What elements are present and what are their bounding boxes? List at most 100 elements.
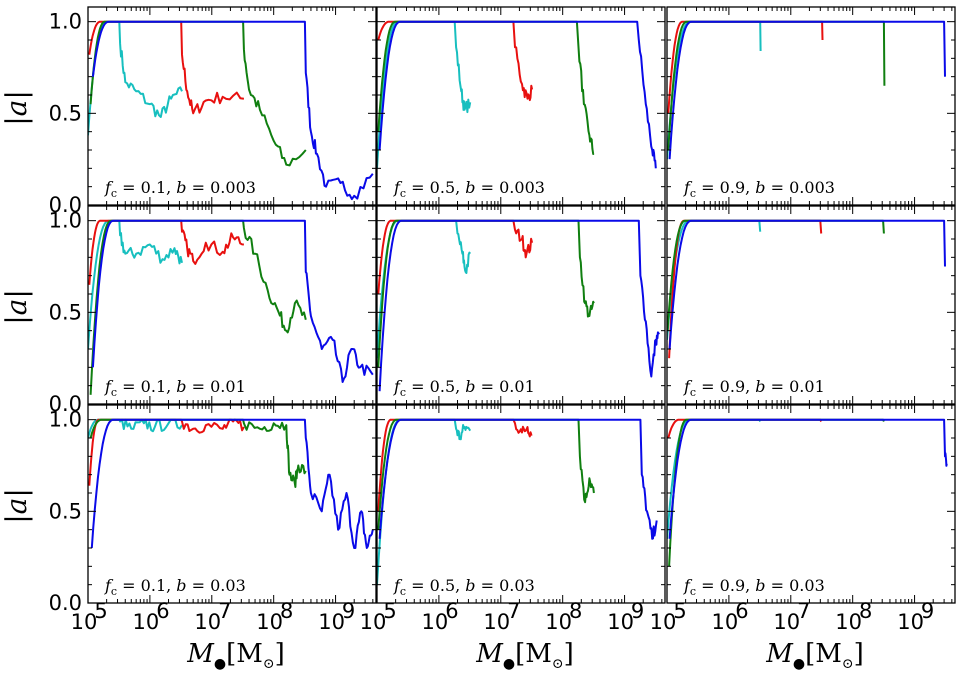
panel-annotation: fc = 0.5, b = 0.01 [393,377,535,399]
red-curve [377,418,533,512]
panel-annotation: fc = 0.1, b = 0.01 [104,377,246,399]
x-axis-label-unit-sub: ⊙ [842,656,854,672]
panel-2-1: fc = 0.1, b = 0.01 0.0 0.5 1.0 [49,205,377,416]
panel-annotation: fc = 0.9, b = 0.003 [683,178,835,200]
panel-frame [87,205,377,405]
red-curve [667,418,823,439]
red-curve [377,20,534,102]
annotation-f-subscript: c [690,585,696,598]
annotation-f-subscript: c [690,187,696,200]
cyan-curve [377,20,472,169]
annotation-f-subscript: c [400,187,406,200]
panel-1-2: fc = 0.5, b = 0.003 [376,6,666,206]
annotation-b-symbol: b [755,576,765,595]
blue-curve [668,20,946,160]
x-tick-label: 10 [194,610,221,634]
x-axis-label-close: ] [275,639,285,669]
x-axis-label-base: M [475,639,504,669]
x-tick-exponent: 9 [342,599,355,623]
cyan-curve [88,20,183,136]
annotation-f-symbol: f [683,576,693,595]
annotation-f-subscript: c [111,585,117,598]
panel-annotation: fc = 0.9, b = 0.01 [683,377,825,399]
x-axis-label-unit-sub: ⊙ [263,656,275,672]
green-curve [667,219,885,331]
annotation-f-subscript: c [690,386,696,399]
curves [377,418,658,585]
blue-curve [91,219,374,383]
y-tick-label: 0.0 [49,193,82,217]
x-axis-label-sub: ● [214,656,226,672]
x-tick-label: 10 [897,610,924,634]
panel-1-1: fc = 0.1, b = 0.003 0.0 0.5 1.0 [49,6,377,217]
x-tick-label: 10 [360,610,387,634]
x-axis-label-base: M [186,639,215,669]
annotation-b-value: = 0.003 [187,178,256,197]
axis-labels: |a||a||a|M●[M⊙] M●[M⊙] M●[M⊙] [0,90,864,672]
x-tick-label: 10 [773,610,800,634]
x-tick-label: 10 [318,610,345,634]
cyan-curve [88,219,183,350]
x-tick-label: 10 [712,610,739,634]
green-curve [89,418,307,488]
annotation-fc-value: = 0.1, [117,178,176,197]
annotation-b-symbol: b [755,178,765,197]
annotation-fc-value: = 0.1, [117,576,176,595]
x-axis-label-sub: ● [793,656,805,672]
y-axis-label: |a| [0,289,33,325]
annotation-b-value: = 0.03 [476,576,535,595]
panel-frame [87,404,377,604]
y-tick-label: 1.0 [49,408,82,432]
annotation-fc-value: = 0.9, [696,377,755,396]
blue-curve [90,418,374,549]
x-tick-label: 10 [835,610,862,634]
red-curve [667,20,824,114]
panel-2-2: fc = 0.5, b = 0.01 [376,205,666,405]
green-curve [668,418,885,567]
x-axis-label-close: ] [854,639,864,669]
x-tick-exponent: 8 [569,599,582,623]
y-tick-label: 0.5 [49,300,82,324]
cyan-curve [377,219,472,359]
green-curve [89,219,307,395]
annotation-b-value: = 0.03 [187,576,246,595]
panel-frame [376,404,666,604]
x-tick-label: 10 [71,610,98,634]
x-axis-label-close: ] [564,639,574,669]
annotation-b-symbol: b [176,377,186,396]
x-tick-exponent: 6 [445,599,458,623]
panel-annotation: fc = 0.1, b = 0.003 [104,178,256,200]
annotation-f-symbol: f [104,377,114,396]
annotation-fc-value: = 0.5, [406,576,465,595]
panel-2-3: fc = 0.9, b = 0.01 [666,205,956,405]
annotation-b-value: = 0.01 [476,377,535,396]
curves [667,418,948,567]
red-curve [88,418,245,486]
x-tick-label: 10 [607,610,634,634]
panel-frame [376,6,666,206]
x-tick-exponent: 9 [631,599,644,623]
annotation-f-symbol: f [104,576,114,595]
curves [88,219,374,395]
blue-curve [668,418,948,539]
y-tick-label: 0.5 [49,101,82,125]
blue-curve [378,219,660,392]
red-curve [88,20,245,115]
x-tick-exponent: 9 [921,599,934,623]
annotation-b-symbol: b [176,178,186,197]
x-axis-label-unit: [M [226,639,263,669]
annotation-b-value: = 0.03 [766,576,825,595]
annotation-f-symbol: f [683,178,693,197]
panel-frame [666,404,956,604]
blue-curve [378,418,658,540]
curves [377,219,660,392]
red-curve [377,219,534,295]
x-axis-label-unit: [M [515,639,552,669]
annotation-fc-value: = 0.9, [696,576,755,595]
panel-frame [376,205,666,405]
y-tick-label: 0.5 [49,499,82,523]
